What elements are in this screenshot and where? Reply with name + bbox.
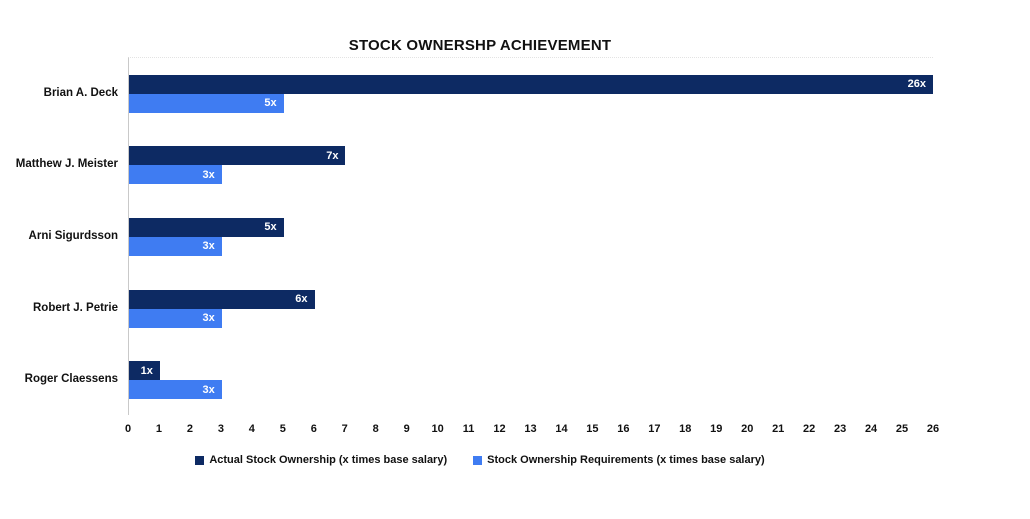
bar-actual: 26x — [129, 74, 933, 94]
x-tick-label: 6 — [310, 423, 317, 435]
x-tick-label: 11 — [462, 423, 475, 435]
x-tick-label: 5 — [279, 423, 286, 435]
x-tick-label: 26 — [926, 423, 940, 435]
legend-label-actual: Actual Stock Ownership (x times base sal… — [209, 454, 448, 466]
bar-value-label: 5x — [264, 97, 277, 110]
bar-value-label: 3x — [202, 168, 215, 181]
x-tick-label: 22 — [803, 423, 816, 435]
x-tick-label: 21 — [772, 423, 785, 435]
category-label: Arni Sigurdsson — [28, 229, 118, 242]
x-tick-label: 12 — [493, 423, 506, 435]
bar-value-label: 5x — [264, 221, 277, 234]
category-label: Roger Claessens — [24, 373, 118, 386]
chart-row: 6x 3x — [129, 273, 933, 345]
category-label: Robert J. Petrie — [33, 301, 118, 314]
x-tick-label: 3 — [217, 423, 224, 435]
x-axis: 0 1 2 3 4 5 6 7 8 9 10 11 12 13 14 15 16 17 18 19 20 21 22 23 24… — [124, 423, 939, 439]
bar-value-label: 3x — [202, 312, 215, 325]
x-tick-label: 4 — [248, 423, 255, 435]
x-tick-label: 1 — [155, 423, 163, 435]
legend-item-actual: Actual Stock Ownership (x times base sal… — [195, 454, 447, 466]
x-tick-label: 2 — [186, 423, 193, 435]
bar-value-label: 6x — [295, 293, 308, 306]
x-tick-label: 13 — [524, 423, 537, 435]
bar-actual: 5x — [129, 217, 284, 237]
bar-actual: 6x — [129, 289, 315, 309]
chart-row: 26x 5x — [129, 58, 933, 130]
x-tick-label: 16 — [617, 423, 630, 435]
bar-value-label: 3x — [202, 383, 215, 396]
x-tick-label: 9 — [403, 423, 410, 435]
bar-value-label: 3x — [202, 240, 215, 253]
x-tick-label: 19 — [710, 423, 723, 435]
bar-requirement: 3x — [129, 380, 222, 400]
x-tick-label: 25 — [895, 423, 909, 435]
legend-label-requirements: Stock Ownership Requirements (x times ba… — [487, 454, 765, 466]
legend-swatch-actual-icon — [195, 455, 205, 465]
x-tick-label: 17 — [648, 423, 661, 435]
chart-title: STOCK OWNERSHP ACHIEVEMENT — [348, 37, 612, 54]
x-tick-label: 7 — [341, 423, 348, 435]
bar-requirement: 5x — [129, 93, 284, 113]
category-axis: Brian A. Deck Matthew J. Meister Arni Sigu… — [0, 57, 118, 415]
bar-value-label: 1x — [140, 364, 153, 377]
bar-actual: 1x — [129, 361, 160, 381]
category-label: Brian A. Deck — [43, 86, 118, 99]
x-tick-label: 20 — [741, 423, 754, 435]
category-label: Matthew J. Meister — [15, 158, 118, 171]
bar-requirement: 3x — [129, 236, 222, 256]
x-tick-label: 18 — [679, 423, 692, 435]
x-tick-label: 0 — [124, 423, 132, 435]
legend: Actual Stock Ownership (x times base sal… — [0, 454, 960, 466]
bar-requirement: 3x — [129, 308, 222, 328]
x-tick-label: 15 — [586, 423, 599, 435]
x-tick-label: 24 — [864, 423, 878, 435]
chart-row: 5x 3x — [129, 201, 933, 273]
bar-requirement: 3x — [129, 165, 222, 185]
legend-item-requirements: Stock Ownership Requirements (x times ba… — [473, 454, 765, 466]
chart-row: 1x 3x — [129, 344, 933, 416]
x-tick-label: 23 — [833, 423, 847, 435]
x-tick-label: 8 — [372, 423, 379, 435]
bar-value-label: 7x — [326, 149, 339, 162]
bar-actual: 7x — [129, 146, 346, 166]
plot-area: 26x 5x 7x 3x 5x 3x 6x 3x 1x 3x — [128, 57, 933, 415]
legend-swatch-requirements-icon — [473, 455, 483, 465]
chart-row: 7x 3x — [129, 130, 933, 202]
bar-value-label: 26x — [907, 78, 926, 91]
x-tick-label: 10 — [431, 423, 444, 435]
x-tick-label: 14 — [555, 423, 568, 435]
